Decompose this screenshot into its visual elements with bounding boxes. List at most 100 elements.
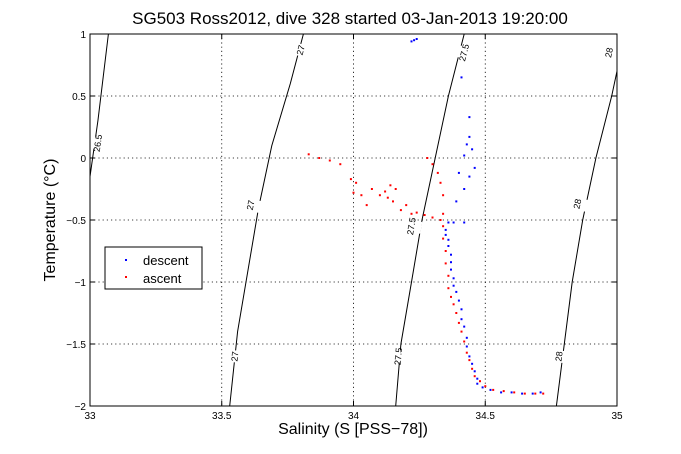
descent-point [455,200,458,203]
contour-label: 27 [229,351,240,362]
descent-point [410,40,413,43]
density-contour-line [395,34,465,406]
ascent-point [447,287,450,290]
ascent-point [355,181,358,184]
descent-point [450,268,452,271]
ascent-point [399,209,402,212]
legend-label-descent: descent [143,253,189,268]
ascent-point [502,390,505,393]
ascent-point [423,214,426,216]
ascent-point [405,204,408,207]
ascent-point [447,274,450,277]
contour-label-mask [598,44,617,61]
contour-label: 27 [295,44,307,56]
ascent-point [479,380,481,383]
descent-point [476,377,479,380]
ascent-point [389,184,392,187]
contour-label: 27.5 [405,217,418,236]
x-tick-label: 35 [611,411,623,422]
descent-point [468,116,471,119]
ascent-point [457,321,460,324]
ascent-point [307,153,310,156]
ascent-point [370,188,373,190]
ascent-point [352,191,355,194]
ascent-point [384,190,387,193]
ascent-point [436,171,439,174]
x-axis-label: Salinity (S [PSS−78]) [278,421,428,438]
ascent-point [450,295,452,298]
contour-label-mask [452,44,476,61]
ascent-point [484,385,487,388]
ascent-point [426,157,429,159]
contour-label-mask [387,349,409,364]
descent-point [468,355,471,358]
ascent-point [439,219,442,221]
ascent-point [318,157,321,159]
contour-label: 28 [603,47,615,59]
density-contours: 26.5 27 27 27 27.5 27.5 27.5 28 28 28 [90,34,617,406]
descent-point [460,76,463,79]
ascent-point [460,330,463,333]
legend: descent ascent [104,246,203,290]
contour-label-mask [90,135,109,151]
contour-label: 28 [572,198,584,210]
descent-point [468,175,471,178]
descent-point [463,325,466,328]
descent-point [450,261,452,264]
descent-point [447,238,450,241]
ascent-point [439,181,442,184]
ascent-point [542,392,545,395]
ascent-point [386,196,389,199]
descent-point [415,38,418,40]
ascent-point [473,375,476,378]
descent-point [455,290,458,293]
descent-point [521,392,524,395]
descent-point [473,370,476,373]
descent-point [457,171,460,174]
ascent-point [431,216,434,219]
y-tick-label: 1 [80,30,86,41]
descent-point [471,148,474,151]
series-descent [410,38,542,395]
descent-point [489,388,492,391]
legend-marker-ascent [125,276,127,278]
y-tick-label: −0.5 [66,216,86,227]
ascent-point [463,340,466,343]
descent-point [447,245,450,247]
y-tick-label: −1 [75,278,87,289]
y-axis-label: Temperature (°C) [42,159,59,282]
contour-label: 27 [245,199,257,211]
x-tick-label: 34.5 [476,411,496,422]
ascent-point [392,200,394,203]
ascent-point [523,392,526,395]
legend-label-ascent: ascent [143,271,182,286]
y-tick-label: 0.5 [72,92,86,103]
ascent-point [513,391,516,394]
descent-point [450,253,452,256]
contour-label-mask [289,41,313,59]
descent-point [463,154,466,157]
density-contour-line [555,68,617,406]
descent-point [465,336,468,339]
legend-box [104,246,203,290]
ascent-point [365,204,368,207]
chart-title: SG503 Ross2012, dive 328 started 03-Jan-… [132,9,568,28]
ascent-point [444,250,447,252]
contour-label-mask [548,349,570,364]
axis-ticks: 33 33.5 34 34.5 35 1 0.5 0 −0.5 −1 −1.5 −2 [66,30,623,422]
contour-label: 27.5 [393,347,404,365]
grid-lines [90,34,617,406]
ascent-point [378,194,381,197]
x-tick-label: 34 [348,411,360,422]
descent-point [473,166,476,169]
descent-point [452,277,455,280]
contour-label: 27.5 [457,43,471,62]
data-series [307,38,545,395]
descent-point [500,391,503,394]
ascent-point [468,359,471,362]
ascent-point [471,367,474,370]
descent-point [452,221,455,224]
y-tick-label: −1.5 [66,340,86,351]
